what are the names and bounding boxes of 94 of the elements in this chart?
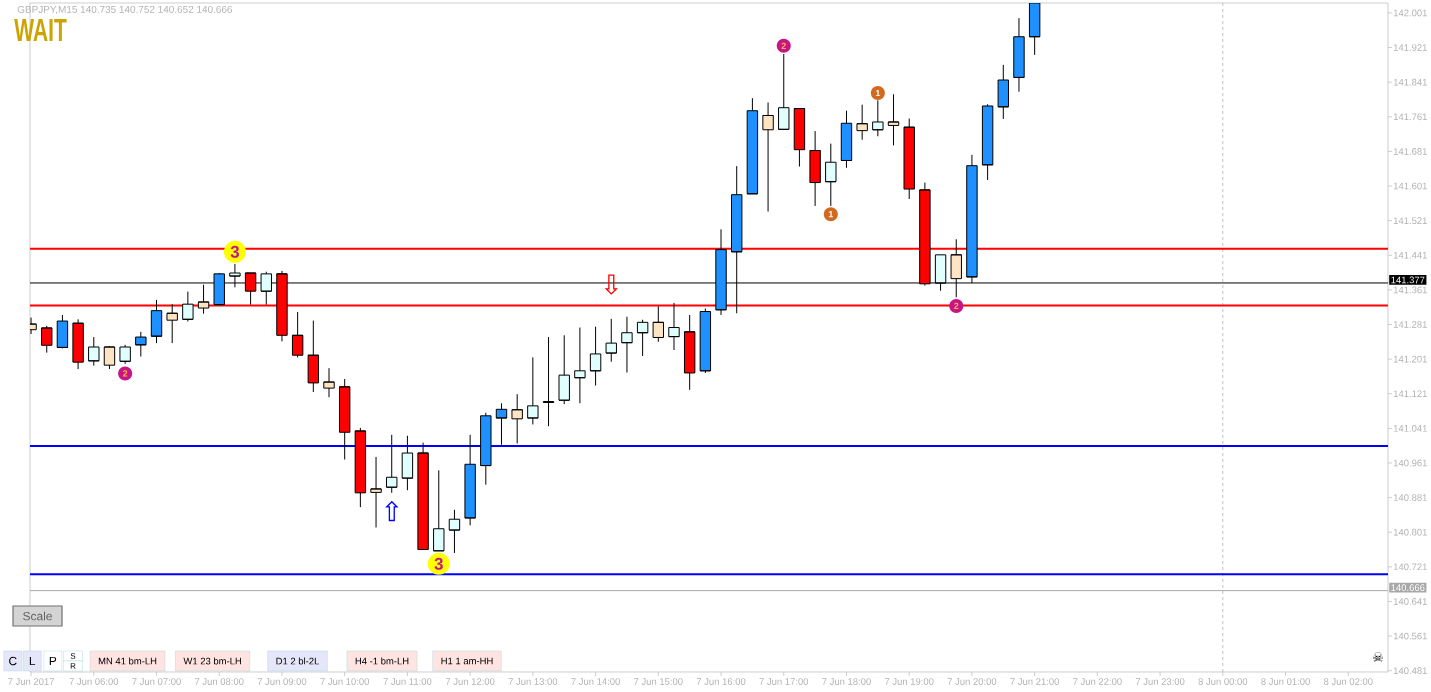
y-tick-label: 141.841 [1393,78,1427,86]
candlestick [433,469,445,552]
annotation: Scale [23,611,52,621]
candlestick [88,336,100,367]
x-tick-label: 7 Jun 08:00 [194,678,244,685]
candlestick [41,325,53,354]
annotation: ⇩ [604,274,618,295]
candlestick [291,311,304,358]
y-tick-label: 140.801 [1393,528,1427,536]
annotation: MN 41 bm-LH [98,657,157,665]
y-tick-label: 141.281 [1393,321,1427,328]
x-tick-label: 7 Jun 10:00 [320,678,370,685]
candlestick [386,434,398,494]
candlestick [166,303,178,344]
annotation: ⇧ [385,500,399,522]
annotation: W1 23 bm-LH [183,657,242,665]
y-tick-label: 140.561 [1393,632,1427,640]
x-tick-label: 8 Jun 00:00 [1198,678,1248,685]
x-tick-label: 7 Jun 19:00 [884,678,934,685]
candlestick [872,99,884,137]
x-tick-label: 7 Jun 07:00 [132,678,181,685]
x-tick-label: 7 Jun 16:00 [696,678,746,685]
annotation: 3 [230,245,240,258]
candlestick [103,345,116,370]
annotation: 2 [954,302,959,310]
candlestick [323,367,335,398]
x-tick-label: 7 Jun 12:00 [445,678,495,685]
x-tick-label: 7 Jun 14:00 [571,678,620,685]
candlestick [370,456,382,528]
y-tick-label: 140.641 [1393,598,1427,605]
candlestick [762,102,774,213]
candlestick [652,305,665,343]
y-tick-label: 141.041 [1393,425,1427,432]
x-tick-label: 7 Jun 17:00 [759,678,809,685]
annotation: L [29,656,36,666]
y-tick-label: 140.721 [1393,563,1427,571]
y-tick-label: 141.601 [1393,182,1427,190]
candlestick [636,319,649,357]
x-tick-label: 7 Jun 18:00 [822,678,871,685]
candlestick [605,318,617,363]
x-tick-label: 7 Jun 13:00 [508,678,558,685]
annotation: 2 [781,42,786,49]
x-tick-label: 7 Jun 06:00 [69,678,119,685]
x-tick-label: 7 Jun 2017 [8,678,54,685]
candlestick [119,344,131,365]
y-tick-label: 141.761 [1393,113,1427,121]
candlestick [511,393,523,444]
annotation: H1 1 am-HH [441,657,493,665]
y-tick-label: 141.921 [1393,44,1427,51]
chart-title: GBPJPY,M15 140.735 140.752 140.652 140.666 [17,5,233,15]
annotation: ☠ [1373,652,1384,662]
candlestick [778,53,790,130]
ref-line-label: 141.377 [1391,276,1425,284]
annotation: P [49,656,57,666]
candlestick [135,331,147,358]
x-tick-label: 7 Jun 22:00 [1073,678,1122,685]
y-tick-label: 140.481 [1393,667,1427,675]
x-tick-label: 8 Jun 01:00 [1261,678,1310,685]
y-tick-label: 141.441 [1393,252,1427,259]
candlestick [495,402,508,446]
x-tick-label: 7 Jun 11:00 [383,678,432,685]
annotation: WAIT [14,19,67,41]
candlestick [448,509,461,554]
y-tick-label: 140.961 [1393,459,1427,467]
candlestick [825,143,837,207]
candlestick [856,104,868,141]
candlestick [589,326,602,387]
x-tick-label: 8 Jun 02:00 [1323,678,1373,685]
y-tick-label: 141.361 [1393,286,1427,294]
candlestick [574,327,586,404]
x-tick-label: 7 Jun 20:00 [947,678,997,685]
y-tick-label: 141.201 [1393,355,1427,363]
annotation: 2 [122,370,128,377]
y-tick-label: 140.881 [1393,494,1427,501]
candlestick [887,93,900,146]
text: C [9,656,17,666]
x-tick-label: 7 Jun 23:00 [1135,678,1185,685]
y-tick-label: 141.681 [1393,148,1427,155]
ref-line-label: 140.666 [1391,584,1425,591]
candlestick [668,302,680,351]
annotation: 1 [875,89,881,97]
annotation: 1 [828,211,834,218]
annotation: 3 [434,557,443,570]
x-tick-label: 7 Jun 09:00 [257,678,307,685]
y-tick-label: 141.521 [1393,217,1427,224]
y-tick-label: 142.001 [1393,9,1427,17]
x-tick-label: 7 Jun 15:00 [634,678,683,685]
candlestick [182,291,194,322]
annotation: H4 -1 bm-LH [355,657,409,665]
candlestick [621,316,633,374]
annotation: D1 2 bl-2L [276,657,320,665]
y-tick-label: 141.121 [1393,390,1427,398]
candlestick [527,356,539,425]
x-tick-label: 7 Jun 21:00 [1010,678,1059,685]
